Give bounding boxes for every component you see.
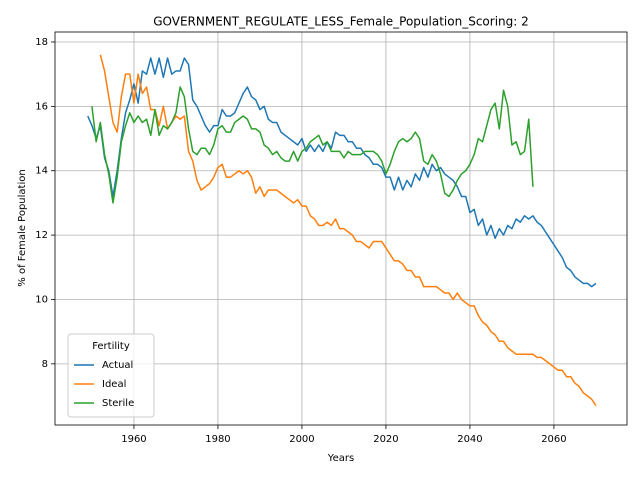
x-tick-label: 2040 <box>457 434 482 445</box>
legend-title: Fertility <box>92 341 130 352</box>
chart-title: GOVERNMENT_REGULATE_LESS_Female_Populati… <box>153 15 529 29</box>
legend-label: Sterile <box>102 398 134 409</box>
y-tick-label: 14 <box>35 166 48 177</box>
legend: Fertility Actual Ideal Sterile <box>67 333 155 418</box>
x-tick-label: 2060 <box>541 434 566 445</box>
y-axis-label: % of Female Population <box>17 169 28 286</box>
series-line <box>99 54 597 407</box>
legend-label: Actual <box>102 360 133 371</box>
y-tick-label: 10 <box>35 294 48 305</box>
x-tick-label: 2000 <box>289 434 314 445</box>
y-tick-label: 8 <box>42 359 48 370</box>
x-tick-label: 1980 <box>205 434 230 445</box>
plot-frame <box>54 31 628 426</box>
y-tick-label: 18 <box>35 37 48 48</box>
series-line <box>91 86 534 204</box>
x-tick-label: 2020 <box>373 434 398 445</box>
x-tick-label: 1960 <box>121 434 146 445</box>
series-line <box>87 57 597 288</box>
y-tick-label: 12 <box>35 230 48 241</box>
y-tick-label: 16 <box>35 101 48 112</box>
x-axis-label: Years <box>327 453 354 464</box>
legend-label: Ideal <box>102 379 126 390</box>
legend-box <box>67 333 155 418</box>
